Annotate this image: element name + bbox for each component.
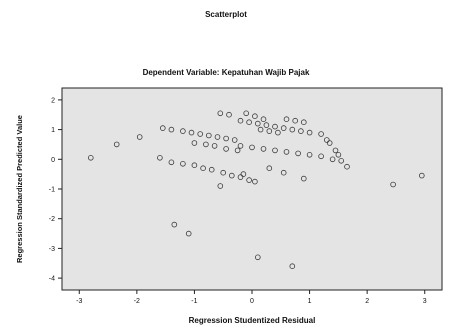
y-tick-label: -4	[49, 276, 55, 283]
scatter-point	[283, 116, 290, 122]
scatter-point	[329, 156, 336, 163]
scatter-point	[136, 134, 143, 140]
scatter-point	[257, 126, 264, 133]
scatter-point	[323, 137, 330, 143]
y-tick-label: -2	[49, 216, 55, 223]
x-axis-label: Regression Studentized Residual	[189, 316, 316, 325]
scatter-point	[208, 166, 215, 173]
scatter-point	[88, 155, 94, 161]
x-axis-ticks: -3 -2 -1 0 1 2 3	[76, 290, 427, 305]
scatter-point	[180, 161, 186, 167]
scatter-point	[191, 140, 198, 146]
scatter-point	[234, 147, 241, 154]
scatter-point	[237, 117, 244, 124]
scatter-point	[243, 110, 250, 117]
scatter-point	[231, 137, 238, 143]
y-tick-label: 1	[51, 127, 55, 134]
plot-area	[61, 87, 443, 291]
scatter-point	[280, 125, 287, 131]
scatter-point	[197, 131, 204, 137]
scatter-point	[306, 152, 313, 158]
scatter-point	[168, 159, 175, 166]
scatter-point	[260, 146, 267, 152]
scatter-point	[223, 135, 229, 142]
scatter-point	[292, 117, 299, 124]
scatter-point	[185, 230, 192, 237]
scatter-point	[272, 147, 278, 154]
scatter-point	[298, 128, 304, 134]
x-tick-label: 3	[423, 298, 427, 305]
y-axis-label: Regression Standardized Predicted Value	[15, 115, 24, 263]
y-tick-label: 2	[51, 97, 55, 104]
scatter-point	[211, 143, 218, 149]
scatter-point	[214, 134, 221, 140]
scatter-point	[275, 129, 281, 136]
scatter-point	[180, 128, 186, 134]
scatter-point	[266, 165, 273, 172]
chart-subtitle: Dependent Variable: Kepatuhan Wajib Paja…	[143, 68, 310, 77]
scatter-point	[254, 254, 261, 261]
y-tick-label: -3	[49, 246, 55, 253]
x-tick-label: -3	[76, 298, 82, 305]
scatter-point	[200, 165, 206, 172]
scatter-point	[246, 119, 252, 125]
scatter-point	[249, 144, 255, 151]
scatter-point	[266, 128, 273, 134]
x-tick-label: -1	[191, 298, 197, 305]
scatter-point	[252, 113, 258, 119]
scatter-point	[217, 183, 224, 189]
scatter-point	[171, 221, 178, 228]
scatter-point	[318, 153, 324, 160]
scatter-point	[295, 150, 301, 157]
y-tick-label: -1	[49, 187, 55, 194]
scatter-point	[280, 169, 287, 176]
scatter-point	[113, 141, 120, 148]
scatter-point	[229, 172, 235, 179]
scatter-point	[318, 131, 324, 137]
x-tick-label: 2	[365, 298, 369, 305]
scatter-point	[237, 143, 244, 149]
scatter-point	[188, 129, 195, 136]
data-points	[88, 110, 425, 270]
scatter-point	[418, 172, 425, 179]
y-tick-label: 0	[51, 157, 55, 164]
x-tick-label: 1	[308, 298, 312, 305]
scatter-point	[332, 147, 339, 154]
scatter-point	[289, 126, 296, 133]
scatter-point	[263, 122, 270, 128]
scatter-point	[300, 175, 307, 182]
scatter-point	[160, 125, 166, 131]
scatter-point	[246, 177, 252, 183]
y-axis-ticks: -4 -3 -2 -1 0 1 2	[49, 97, 62, 283]
scatter-point	[338, 158, 345, 164]
scatter-point	[223, 146, 229, 152]
scatter-point	[390, 181, 396, 188]
scatter-point	[168, 126, 175, 133]
scatter-point	[240, 171, 247, 177]
scatter-point	[283, 149, 290, 155]
scatter-point	[344, 163, 350, 170]
scatter-point	[252, 178, 258, 185]
scatter-point	[220, 169, 227, 176]
scatter-point	[289, 263, 296, 270]
scatter-point	[226, 111, 232, 118]
scatter-point	[254, 120, 261, 127]
scatter-point	[260, 116, 267, 122]
x-tick-label: -2	[134, 298, 140, 305]
scatter-point	[335, 152, 342, 158]
scatter-point	[326, 140, 333, 146]
scatter-point	[217, 110, 224, 117]
scatter-point	[300, 119, 307, 125]
scatter-point	[306, 129, 313, 136]
scatter-point	[203, 141, 209, 148]
scatter-point	[206, 132, 212, 139]
scatter-point	[157, 155, 163, 161]
scatter-point	[237, 174, 244, 180]
scatter-point	[191, 162, 198, 169]
scatter-point	[272, 123, 278, 130]
chart-title: Scatterplot	[205, 10, 247, 19]
x-tick-label: 0	[250, 298, 254, 305]
